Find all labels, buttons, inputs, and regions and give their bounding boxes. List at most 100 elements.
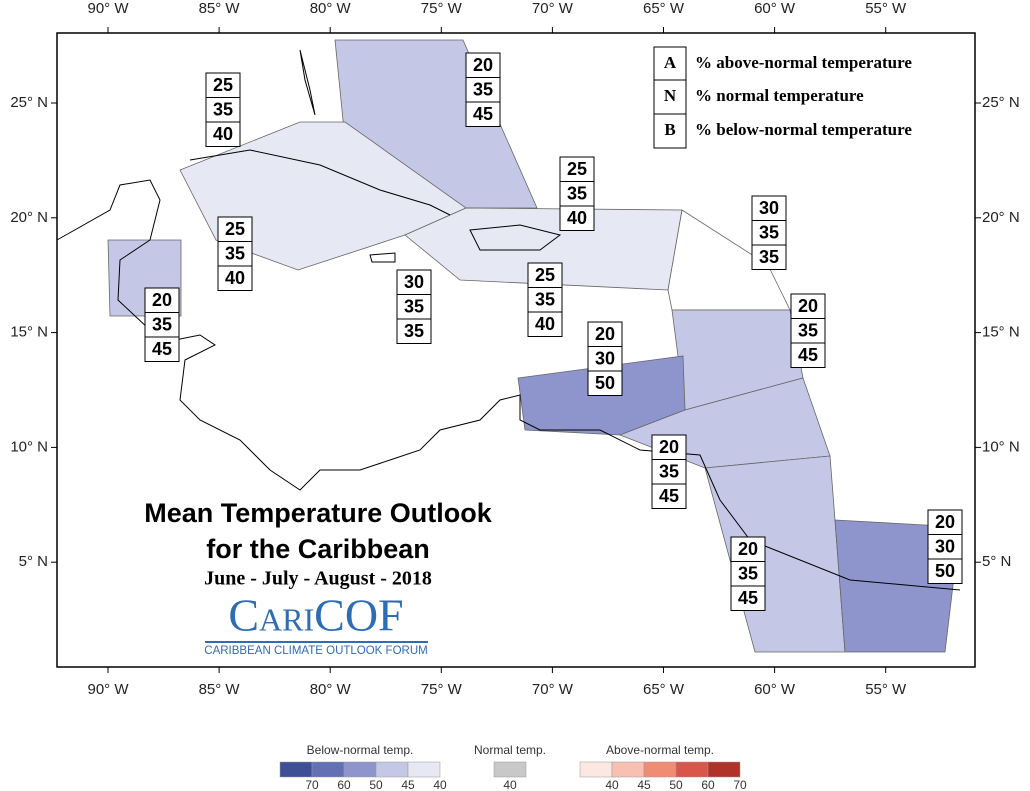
lat-label: 10° N <box>982 438 1020 455</box>
legend-swatch <box>375 761 409 778</box>
region-box <box>396 318 432 344</box>
lon-label: 80° W <box>310 0 352 17</box>
region-box <box>559 181 595 207</box>
legend-title: Below-normal temp. <box>307 743 414 757</box>
region-value: 20 <box>659 437 679 457</box>
region-value: 35 <box>535 289 555 309</box>
region-value: 20 <box>152 290 172 310</box>
legend-swatch <box>407 761 441 778</box>
lon-label: 75° W <box>421 681 463 698</box>
legend-label: 70 <box>733 778 747 791</box>
region-value: 20 <box>798 296 818 316</box>
region-box <box>217 216 253 242</box>
region-value: 20 <box>473 55 493 75</box>
coastline-mainland <box>56 179 961 591</box>
legend-label: 50 <box>669 778 683 791</box>
legend-swatch <box>579 761 613 778</box>
region-box <box>465 52 501 78</box>
legend-label: 70 <box>305 778 319 791</box>
region-value: 50 <box>935 561 955 581</box>
lon-label: 85° W <box>199 681 241 698</box>
lon-label: 60° W <box>754 681 796 698</box>
region-value: 40 <box>213 124 233 144</box>
region-box <box>730 561 766 587</box>
region-box <box>730 585 766 611</box>
region-value: 20 <box>595 324 615 344</box>
lon-label: 65° W <box>643 681 685 698</box>
region-value: 35 <box>152 314 172 334</box>
key-box <box>653 46 687 81</box>
lon-label: 75° W <box>421 0 463 17</box>
coastline-hispaniola <box>469 224 562 251</box>
legend-title: Above-normal temp. <box>606 743 714 757</box>
legend-swatch <box>343 761 377 778</box>
region-value: 50 <box>595 373 615 393</box>
region-value: 30 <box>595 348 615 368</box>
legend-swatch <box>643 761 677 778</box>
lon-label: 90° W <box>87 0 129 17</box>
key-text: % normal temperature <box>695 86 864 105</box>
region-value: 40 <box>225 268 245 288</box>
lon-label: 60° W <box>754 0 796 17</box>
region-box <box>217 265 253 291</box>
key-box <box>653 113 687 149</box>
region-value: 25 <box>535 265 555 285</box>
lat-label: 5° N <box>19 553 48 570</box>
region-value: 45 <box>798 345 818 365</box>
region-value: 35 <box>798 320 818 340</box>
lon-label: 70° W <box>532 0 574 17</box>
region-box <box>751 195 787 221</box>
coastlines <box>56 49 961 591</box>
region-value: 25 <box>567 159 587 179</box>
region-box <box>527 287 563 313</box>
region-value: 45 <box>738 588 758 608</box>
region-value: 30 <box>935 536 955 556</box>
region-value: 45 <box>473 104 493 124</box>
region-value: 35 <box>213 99 233 119</box>
key: A N B % above-normal temperature % norma… <box>653 46 912 149</box>
lat-label: 25° N <box>982 94 1020 111</box>
lat-label: 20° N <box>982 209 1020 226</box>
key-letter: A <box>664 53 677 72</box>
region-box <box>651 459 687 485</box>
region-value: 35 <box>225 243 245 263</box>
region-box <box>651 434 687 460</box>
region-value: 30 <box>404 272 424 292</box>
lat-label: 20° N <box>10 209 48 226</box>
region-box <box>396 269 432 295</box>
coastline-cuba <box>189 149 451 216</box>
region-box <box>790 293 826 319</box>
region-value: 45 <box>659 486 679 506</box>
legend-swatch <box>707 761 741 778</box>
legend-swatch <box>493 761 527 778</box>
legend-label: 45 <box>401 778 415 791</box>
title-line: Mean Temperature Outlook <box>144 498 493 528</box>
legend-label: 40 <box>503 778 517 791</box>
region-box <box>587 370 623 396</box>
region-value: 35 <box>738 563 758 583</box>
lon-label: 55° W <box>865 681 907 698</box>
key-letter: B <box>664 120 675 139</box>
legend-label: 50 <box>369 778 383 791</box>
region-box <box>217 241 253 267</box>
region-value: 35 <box>404 296 424 316</box>
region-value: 35 <box>759 222 779 242</box>
lon-label: 90° W <box>87 681 129 698</box>
legend-label: 45 <box>637 778 651 791</box>
region-value: 35 <box>473 79 493 99</box>
title-line: for the Caribbean <box>206 534 430 564</box>
region-value: 35 <box>567 183 587 203</box>
coastline-jamaica <box>369 252 396 263</box>
region-box <box>587 321 623 347</box>
legend-label: 40 <box>433 778 447 791</box>
legend-swatch <box>311 761 345 778</box>
region-box <box>559 156 595 182</box>
lon-label: 65° W <box>643 0 685 17</box>
coastline-florida <box>299 49 316 116</box>
region-box <box>927 558 963 584</box>
title-period: June - July - August - 2018 <box>204 568 432 590</box>
region-box <box>790 342 826 368</box>
region-box <box>559 205 595 231</box>
region-box <box>927 509 963 535</box>
